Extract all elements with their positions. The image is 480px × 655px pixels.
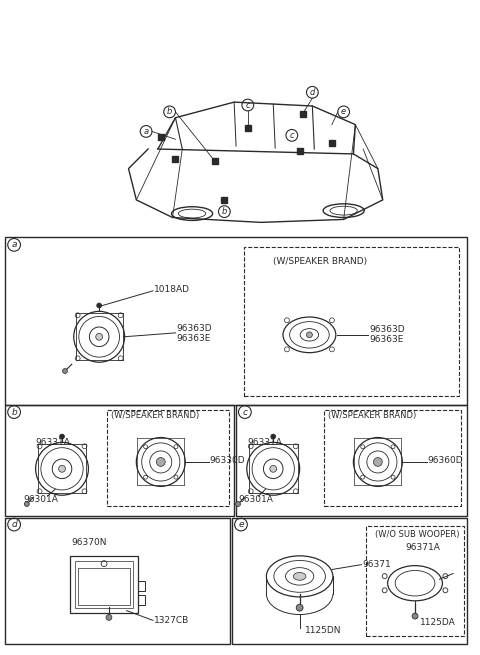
Circle shape xyxy=(156,458,165,466)
Circle shape xyxy=(62,369,67,373)
Text: 96301A: 96301A xyxy=(23,495,58,504)
Text: (W/SPEAKER BRAND): (W/SPEAKER BRAND) xyxy=(111,411,199,421)
Circle shape xyxy=(307,332,312,338)
Circle shape xyxy=(271,434,276,439)
Text: e: e xyxy=(238,520,244,529)
Text: c: c xyxy=(245,100,250,109)
Bar xyxy=(324,410,461,506)
Circle shape xyxy=(96,333,103,340)
Text: a: a xyxy=(12,240,17,250)
Circle shape xyxy=(24,502,29,506)
Text: c: c xyxy=(242,407,247,417)
Text: 96363D: 96363D xyxy=(369,326,405,335)
Text: c: c xyxy=(289,131,294,140)
Bar xyxy=(138,595,145,605)
Circle shape xyxy=(60,434,64,439)
Ellipse shape xyxy=(293,572,306,580)
Bar xyxy=(232,517,467,644)
Bar xyxy=(5,517,230,644)
Text: 96331A: 96331A xyxy=(36,438,71,447)
Text: d: d xyxy=(310,88,315,97)
Circle shape xyxy=(59,466,65,472)
Text: 1125DA: 1125DA xyxy=(420,618,456,627)
Text: 96363E: 96363E xyxy=(177,334,211,343)
Text: 96371: 96371 xyxy=(362,560,391,569)
Text: b: b xyxy=(11,407,17,417)
Bar xyxy=(236,405,467,515)
Circle shape xyxy=(412,613,418,619)
Text: 96331A: 96331A xyxy=(248,438,283,447)
Bar xyxy=(70,556,138,612)
Text: d: d xyxy=(11,520,17,529)
Text: a: a xyxy=(144,127,149,136)
Bar xyxy=(5,405,234,515)
Text: 96363D: 96363D xyxy=(177,324,212,333)
Text: 96360D: 96360D xyxy=(428,457,463,466)
Circle shape xyxy=(270,466,276,472)
Bar xyxy=(78,568,131,605)
Text: e: e xyxy=(341,107,346,117)
Bar xyxy=(5,237,467,405)
Text: 1327CB: 1327CB xyxy=(154,616,189,625)
Circle shape xyxy=(296,605,303,611)
Text: b: b xyxy=(222,207,227,216)
Text: 96301A: 96301A xyxy=(238,495,273,504)
Text: 1018AD: 1018AD xyxy=(154,286,190,294)
Bar xyxy=(138,581,145,591)
Circle shape xyxy=(106,614,112,620)
Text: b: b xyxy=(167,107,172,117)
Circle shape xyxy=(97,303,102,308)
Text: 96371A: 96371A xyxy=(405,542,440,552)
Bar xyxy=(244,247,459,396)
Bar xyxy=(107,410,229,506)
Text: 96370N: 96370N xyxy=(72,538,108,547)
Text: (W/SPEAKER BRAND): (W/SPEAKER BRAND) xyxy=(273,257,367,266)
Circle shape xyxy=(236,502,240,506)
Bar xyxy=(366,527,464,636)
Text: 96363E: 96363E xyxy=(369,335,404,345)
Text: 96330D: 96330D xyxy=(210,457,245,466)
Circle shape xyxy=(373,458,382,466)
Text: (W/O SUB WOOPER): (W/O SUB WOOPER) xyxy=(375,530,459,539)
Text: (W/SPEAKER BRAND): (W/SPEAKER BRAND) xyxy=(328,411,416,421)
Bar xyxy=(75,561,133,608)
Text: 1125DN: 1125DN xyxy=(304,626,341,635)
